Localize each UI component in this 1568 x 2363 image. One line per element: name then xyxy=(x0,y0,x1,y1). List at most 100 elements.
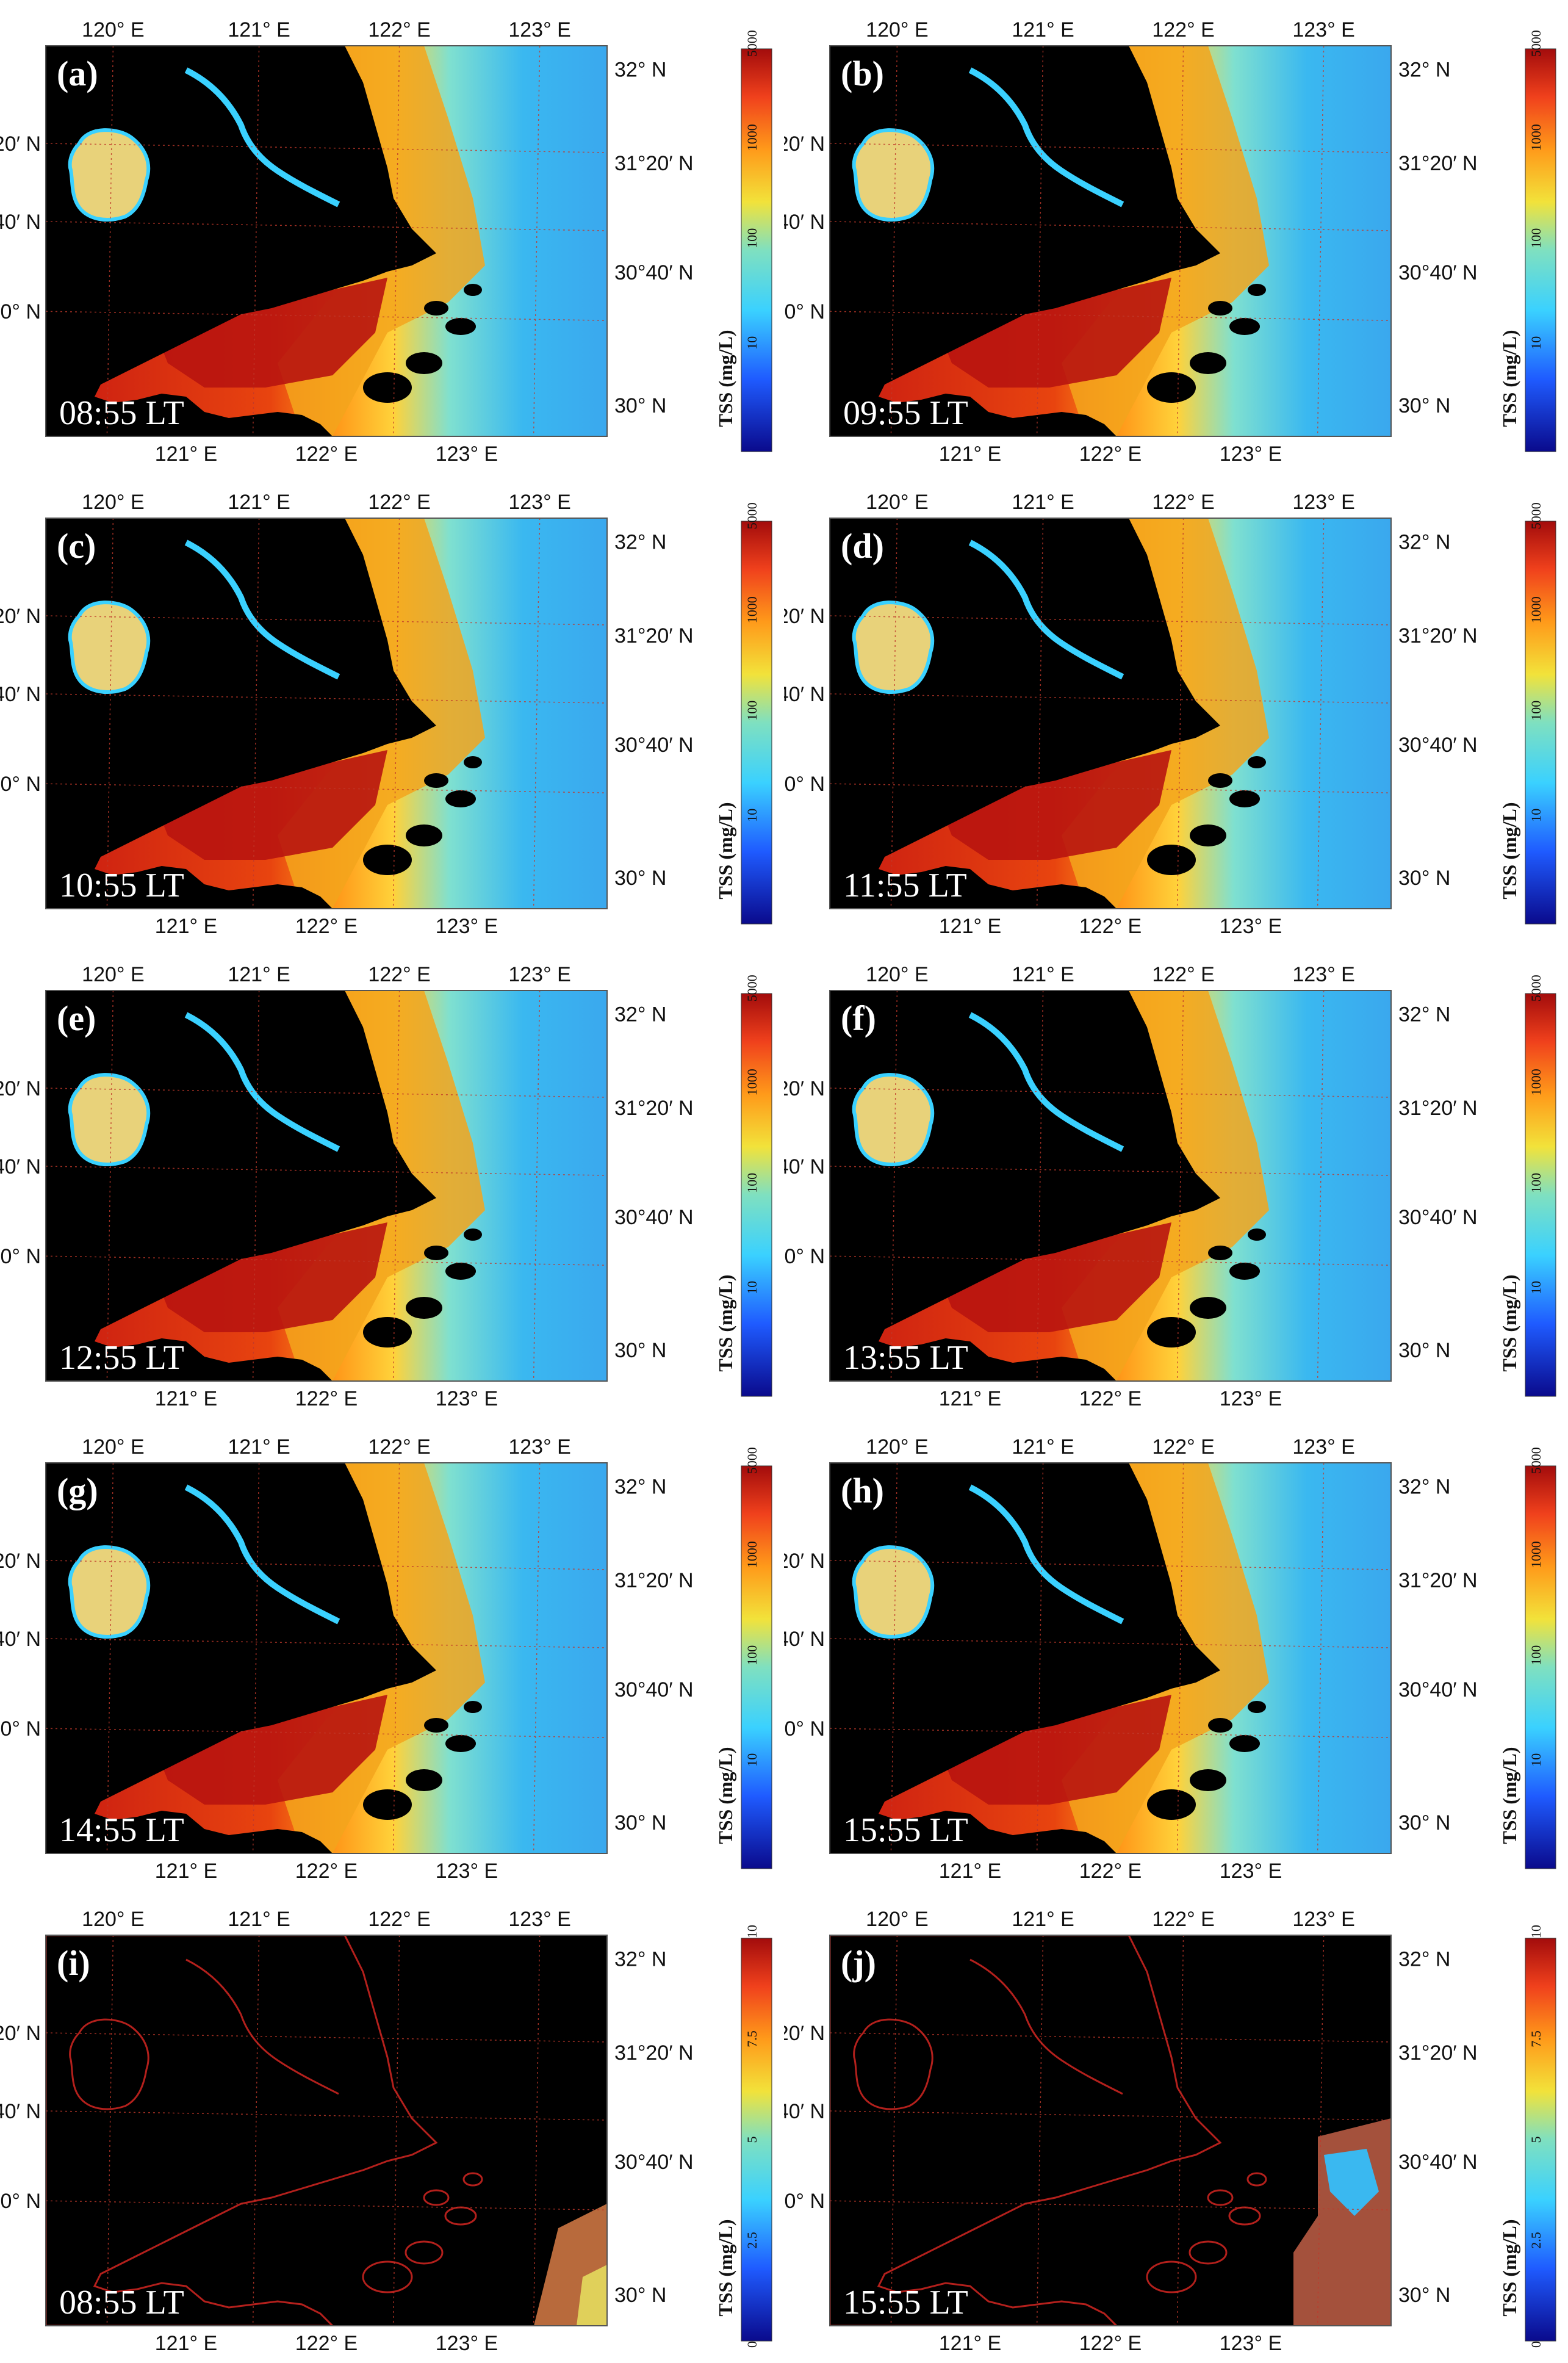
colorbar-title: TSS (mg/L) xyxy=(714,1274,736,1371)
lon-label-top: 122° E xyxy=(1152,1908,1214,1931)
island xyxy=(1248,1228,1266,1241)
map-frame xyxy=(45,1935,608,2326)
lat-label-left: 30°40′ N xyxy=(0,683,41,706)
lon-label-bottom: 121° E xyxy=(939,915,1001,938)
lake xyxy=(68,1073,151,1166)
island xyxy=(424,301,448,316)
colorbar-tick: 5000 xyxy=(1528,30,1544,57)
map-area xyxy=(830,46,1391,436)
lon-label-top: 121° E xyxy=(228,491,290,514)
land-mass xyxy=(830,990,1220,1381)
map-svg: 120° E 121° E 122° E 123° E 121° E 122° E 123°… xyxy=(0,963,772,1410)
uncertainty-high xyxy=(1324,2149,1379,2216)
time-label: 09:55 LT xyxy=(843,394,968,432)
lon-label-bottom: 121° E xyxy=(155,1860,217,1883)
colorbar-tick: 1000 xyxy=(1528,596,1544,623)
time-label: 15:55 LT xyxy=(843,1811,968,1849)
island xyxy=(1190,352,1226,374)
lat-label-right: 30°40′ N xyxy=(1398,734,1478,757)
colorbar-tick: 100 xyxy=(744,228,760,248)
lat-label-left: 31°20′ N xyxy=(784,1077,825,1100)
island xyxy=(405,2240,444,2265)
lat-label-right: 30° N xyxy=(1398,1811,1450,1834)
lon-label-bottom: 122° E xyxy=(1079,915,1142,938)
panel-letter: (g) xyxy=(57,1471,98,1510)
island xyxy=(1229,1263,1260,1280)
panel-letter: (i) xyxy=(57,1943,90,1983)
lat-label-left: 30°40′ N xyxy=(0,1628,41,1651)
bay-high-tss xyxy=(940,1222,1171,1332)
map-frame xyxy=(829,518,1392,909)
bay-high-tss xyxy=(940,750,1171,860)
time-label: 12:55 LT xyxy=(59,1339,184,1377)
lon-label-top: 123° E xyxy=(1292,1908,1354,1931)
colorbar-tick: 10 xyxy=(1528,336,1544,350)
colorbar-tick: 100 xyxy=(744,1645,760,1665)
lon-label-top: 120° E xyxy=(82,1908,144,1931)
lat-label-right: 31°20′ N xyxy=(1398,2041,1478,2065)
colorbar-title: TSS (mg/L) xyxy=(714,330,736,427)
colorbar-tick: 7.5 xyxy=(1528,2030,1544,2047)
colorbar xyxy=(741,48,772,452)
bay-high-tss xyxy=(156,278,387,388)
lon-label-top: 122° E xyxy=(368,491,430,514)
colorbar-tick: 5000 xyxy=(744,30,760,57)
lon-label-top: 123° E xyxy=(508,1435,570,1459)
island xyxy=(1190,1769,1226,1791)
lat-label-right: 32° N xyxy=(614,1947,666,1971)
lake xyxy=(852,1545,935,1639)
colorbar-tick: 10 xyxy=(744,809,760,822)
lat-label-right: 31°20′ N xyxy=(614,624,694,648)
island xyxy=(1208,1246,1232,1260)
graticule xyxy=(46,1463,607,1853)
lon-label-bottom: 122° E xyxy=(295,1860,358,1883)
lat-label-left: 31°20′ N xyxy=(784,132,825,156)
colorbar-tick: 1000 xyxy=(1528,124,1544,151)
lat-label-left: 30° N xyxy=(784,773,825,796)
lon-label-bottom: 123° E xyxy=(436,1860,498,1883)
lon-label-top: 123° E xyxy=(508,963,570,986)
island xyxy=(1248,756,1266,768)
map-svg: 120° E 121° E 122° E 123° E 121° E 122° E 123°… xyxy=(0,1908,772,2355)
colorbar xyxy=(741,1465,772,1869)
lon-label-bottom: 123° E xyxy=(1220,2332,1282,2355)
colorbar-tick: 2.5 xyxy=(744,2232,760,2249)
colorbar-tick: 1000 xyxy=(744,1069,760,1095)
lat-label-right: 32° N xyxy=(614,1475,666,1498)
colorbar-tick: 5 xyxy=(1528,2137,1544,2143)
map-svg: 120° E 121° E 122° E 123° E 121° E 122° E 123°… xyxy=(784,1435,1556,1883)
land-mass xyxy=(46,46,436,436)
lat-label-left: 31°20′ N xyxy=(0,132,41,156)
lon-label-top: 120° E xyxy=(866,1435,928,1459)
island xyxy=(424,773,448,788)
lat-label-right: 30°40′ N xyxy=(1398,261,1478,284)
lon-label-bottom: 123° E xyxy=(1220,1387,1282,1410)
lake xyxy=(852,601,935,694)
map-frame xyxy=(829,1935,1392,2326)
sea-water xyxy=(46,1935,607,2326)
island xyxy=(1147,1317,1196,1347)
island xyxy=(363,372,412,403)
colorbar-tick: 5000 xyxy=(1528,975,1544,1001)
river-channel xyxy=(185,1958,339,2095)
lat-label-left: 30°40′ N xyxy=(0,211,41,234)
lon-label-top: 122° E xyxy=(1152,18,1214,41)
lat-label-right: 32° N xyxy=(614,1003,666,1026)
time-label: 11:55 LT xyxy=(843,867,967,904)
lat-label-right: 32° N xyxy=(614,58,666,81)
map-panel-h: 120° E 121° E 122° E 123° E 121° E 122° E 123°… xyxy=(784,1417,1568,1889)
map-panel-b: 120° E 121° E 122° E 123° E 121° E 122° E 123°… xyxy=(784,0,1568,472)
land-mass xyxy=(46,1935,438,2326)
island xyxy=(464,1701,482,1713)
lon-label-top: 123° E xyxy=(1292,491,1354,514)
island xyxy=(1147,845,1196,875)
lon-label-bottom: 123° E xyxy=(436,442,498,466)
colorbar-tick: 10 xyxy=(1528,1925,1544,1938)
bay-high-tss xyxy=(156,1695,387,1805)
lat-label-left: 30° N xyxy=(784,1717,825,1741)
lat-label-right: 30° N xyxy=(614,2284,666,2307)
island xyxy=(1207,2189,1234,2206)
lat-label-right: 30° N xyxy=(614,394,666,417)
time-label: 08:55 LT xyxy=(59,394,184,432)
map-panel-c: 120° E 121° E 122° E 123° E 121° E 122° E 123°… xyxy=(0,472,784,945)
